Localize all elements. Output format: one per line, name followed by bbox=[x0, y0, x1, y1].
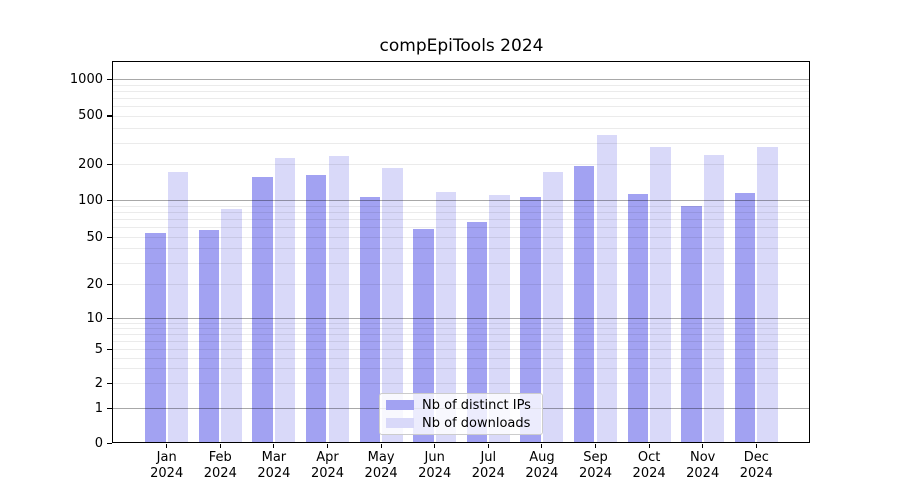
x-tick-mark bbox=[702, 444, 704, 448]
y-tick-label: 20 bbox=[86, 276, 103, 292]
x-tick-mark bbox=[487, 444, 489, 448]
legend-swatch-icon bbox=[386, 417, 414, 429]
x-tick-mark bbox=[326, 444, 329, 448]
y-tick-label: 1000 bbox=[69, 71, 103, 87]
x-tick-label: Apr 2024 bbox=[310, 450, 345, 481]
legend-label: Nb of distinct IPs bbox=[422, 397, 531, 413]
legend: Nb of distinct IPs Nb of downloads bbox=[379, 393, 543, 435]
x-tick-label: Jul 2024 bbox=[471, 450, 505, 481]
x-tick-mark bbox=[594, 444, 597, 448]
y-tick-label: 0 bbox=[94, 435, 103, 451]
legend-swatch-icon bbox=[386, 399, 414, 411]
x-tick-label: May 2024 bbox=[364, 450, 398, 481]
y-tick-label: 100 bbox=[78, 192, 103, 208]
x-tick-label: Jan 2024 bbox=[150, 450, 184, 481]
x-tick-label: Sep 2024 bbox=[578, 450, 613, 481]
y-tick-label: 1 bbox=[94, 400, 103, 416]
x-tick-label: Jun 2024 bbox=[418, 450, 452, 481]
chart-title: compEpiTools 2024 bbox=[379, 36, 544, 56]
x-tick-mark bbox=[380, 444, 382, 448]
x-tick-mark bbox=[219, 444, 221, 448]
x-tick-label: Feb 2024 bbox=[203, 450, 237, 481]
y-tick-label: 5 bbox=[94, 341, 103, 357]
x-tick-mark bbox=[648, 444, 650, 448]
legend-item: Nb of downloads bbox=[386, 416, 536, 431]
x-tick-mark bbox=[755, 444, 757, 448]
x-tick-label: Aug 2024 bbox=[525, 450, 559, 481]
y-tick-label: 2 bbox=[94, 375, 103, 391]
legend-label: Nb of downloads bbox=[422, 415, 531, 431]
x-tick-mark bbox=[541, 444, 543, 448]
y-tick-label: 50 bbox=[86, 229, 103, 245]
x-tick-label: Dec 2024 bbox=[739, 450, 773, 481]
x-tick-label: Nov 2024 bbox=[686, 450, 720, 481]
x-tick-mark bbox=[166, 444, 168, 448]
plot-area-border bbox=[112, 61, 810, 443]
y-tick-label: 10 bbox=[86, 310, 103, 326]
legend-item: Nb of distinct IPs bbox=[386, 398, 536, 413]
x-tick-label: Oct 2024 bbox=[632, 450, 666, 481]
x-tick-mark bbox=[273, 444, 275, 448]
x-tick-mark bbox=[434, 444, 436, 448]
x-tick-label: Mar 2024 bbox=[257, 450, 291, 481]
y-tick-label: 200 bbox=[78, 156, 103, 172]
y-tick-label: 500 bbox=[78, 108, 103, 124]
